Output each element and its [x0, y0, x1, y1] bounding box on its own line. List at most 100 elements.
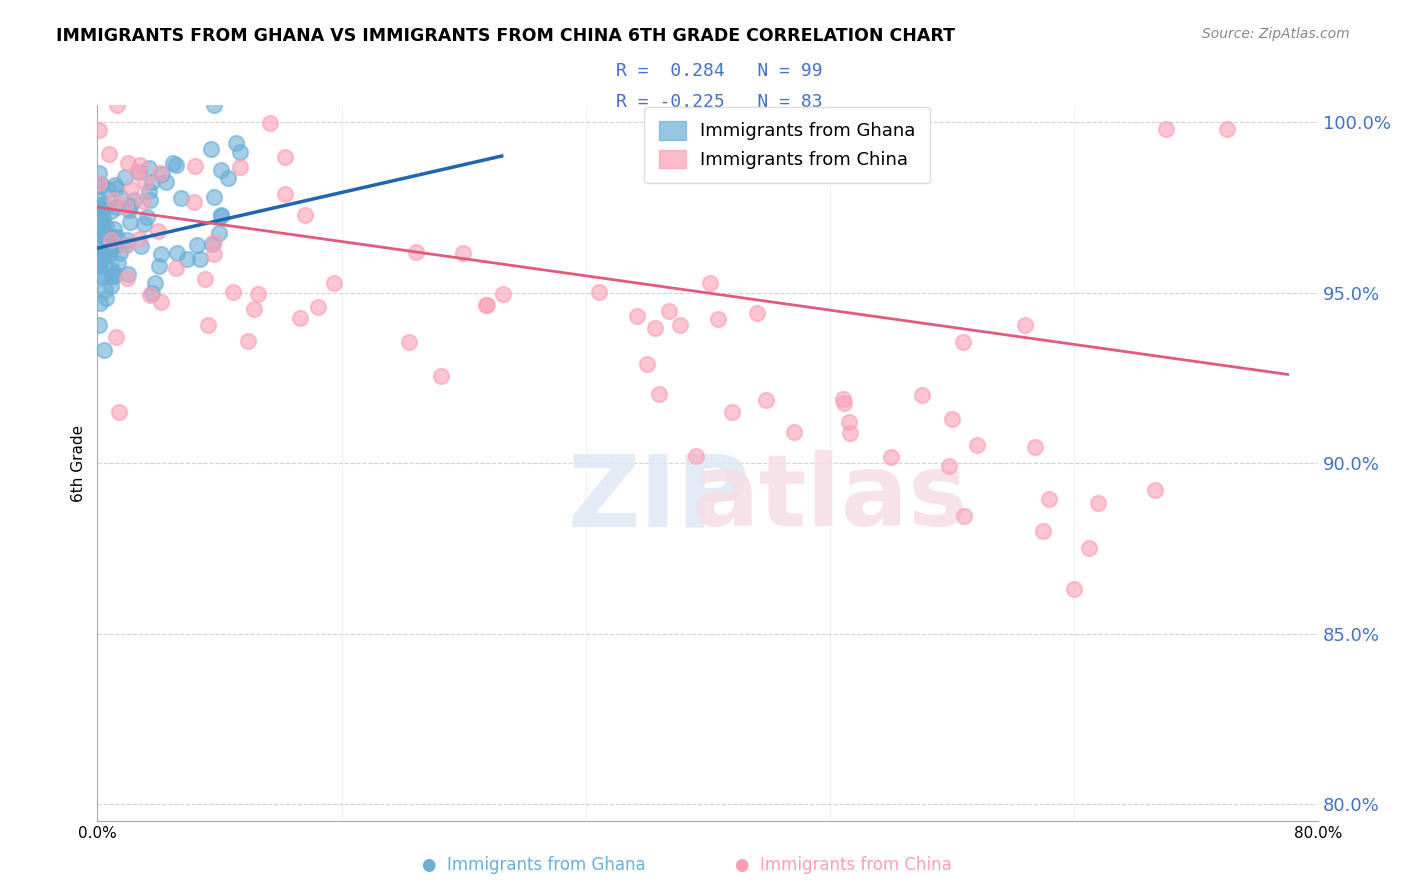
Point: [209, 208, 232, 222]
Point: [93, 202, 115, 217]
Point: [120, 214, 142, 228]
Point: [1024, 440, 1046, 454]
Point: [155, 175, 177, 189]
Point: [1215, 121, 1237, 136]
Point: [141, 286, 163, 301]
Point: [87, 122, 110, 136]
Point: [149, 166, 172, 180]
Point: [588, 285, 610, 299]
Point: [104, 181, 127, 195]
Point: [90, 216, 112, 230]
Point: [90, 178, 112, 193]
Point: [98, 240, 121, 254]
Point: [136, 210, 159, 224]
Point: [103, 267, 125, 281]
Text: Source: ZipAtlas.com: Source: ZipAtlas.com: [1202, 27, 1350, 41]
Text: R =  0.284   N = 99: R = 0.284 N = 99: [616, 62, 823, 79]
Point: [274, 187, 297, 202]
Point: [138, 184, 160, 198]
Text: ●  Immigrants from Ghana: ● Immigrants from Ghana: [422, 855, 647, 873]
Point: [90, 197, 112, 211]
Point: [202, 247, 225, 261]
Point: [274, 150, 297, 164]
Point: [87, 193, 110, 207]
Point: [307, 300, 329, 314]
Point: [134, 175, 156, 189]
Point: [1032, 524, 1054, 539]
Point: [430, 369, 453, 384]
Point: [685, 449, 707, 463]
Point: [405, 245, 427, 260]
Point: [98, 147, 121, 161]
Point: [201, 236, 224, 251]
Point: [953, 508, 976, 523]
Point: [910, 388, 932, 402]
Point: [93, 212, 115, 227]
Point: [636, 357, 658, 371]
Point: [1014, 318, 1036, 332]
Text: ZIP: ZIP: [568, 450, 751, 548]
Point: [143, 276, 166, 290]
Point: [184, 159, 207, 173]
Text: IMMIGRANTS FROM GHANA VS IMMIGRANTS FROM CHINA 6TH GRADE CORRELATION CHART: IMMIGRANTS FROM GHANA VS IMMIGRANTS FROM…: [56, 27, 955, 45]
Point: [132, 194, 155, 208]
Point: [108, 246, 131, 260]
Point: [209, 209, 232, 223]
Text: atlas: atlas: [692, 450, 969, 548]
Point: [87, 318, 110, 333]
Point: [93, 249, 115, 263]
Point: [236, 334, 259, 348]
Point: [87, 268, 110, 282]
Point: [832, 396, 855, 410]
Point: [322, 276, 344, 290]
Point: [131, 238, 153, 252]
Point: [952, 335, 974, 350]
Text: ●  Immigrants from China: ● Immigrants from China: [735, 855, 952, 873]
Point: [127, 165, 149, 179]
Point: [90, 203, 112, 218]
Point: [118, 202, 141, 217]
Point: [107, 405, 129, 419]
Point: [222, 285, 245, 300]
Point: [755, 392, 778, 407]
Point: [149, 294, 172, 309]
Point: [229, 160, 252, 174]
Point: [183, 195, 205, 210]
Point: [97, 232, 120, 246]
Point: [202, 235, 225, 250]
Point: [188, 252, 211, 266]
Point: [139, 193, 162, 207]
Point: [132, 217, 155, 231]
Point: [93, 246, 115, 260]
Point: [93, 229, 115, 244]
Point: [129, 158, 152, 172]
Point: [966, 437, 988, 451]
Point: [699, 276, 721, 290]
Point: [148, 223, 170, 237]
Point: [117, 156, 139, 170]
Point: [294, 208, 316, 222]
Point: [90, 270, 112, 285]
Point: [121, 182, 143, 196]
Point: [1154, 121, 1177, 136]
Point: [105, 200, 128, 214]
Point: [783, 425, 806, 440]
Point: [114, 237, 136, 252]
Point: [839, 425, 862, 440]
Point: [90, 178, 112, 192]
Point: [1087, 496, 1109, 510]
Point: [103, 268, 125, 283]
Point: [228, 145, 250, 160]
Point: [938, 458, 960, 473]
Point: [669, 318, 692, 332]
Point: [225, 136, 247, 151]
Point: [208, 226, 231, 240]
Point: [87, 252, 110, 266]
Point: [217, 170, 239, 185]
Point: [114, 238, 136, 252]
Point: [115, 271, 138, 285]
Point: [150, 247, 173, 261]
Point: [100, 203, 122, 218]
Point: [87, 259, 110, 273]
Point: [114, 170, 136, 185]
